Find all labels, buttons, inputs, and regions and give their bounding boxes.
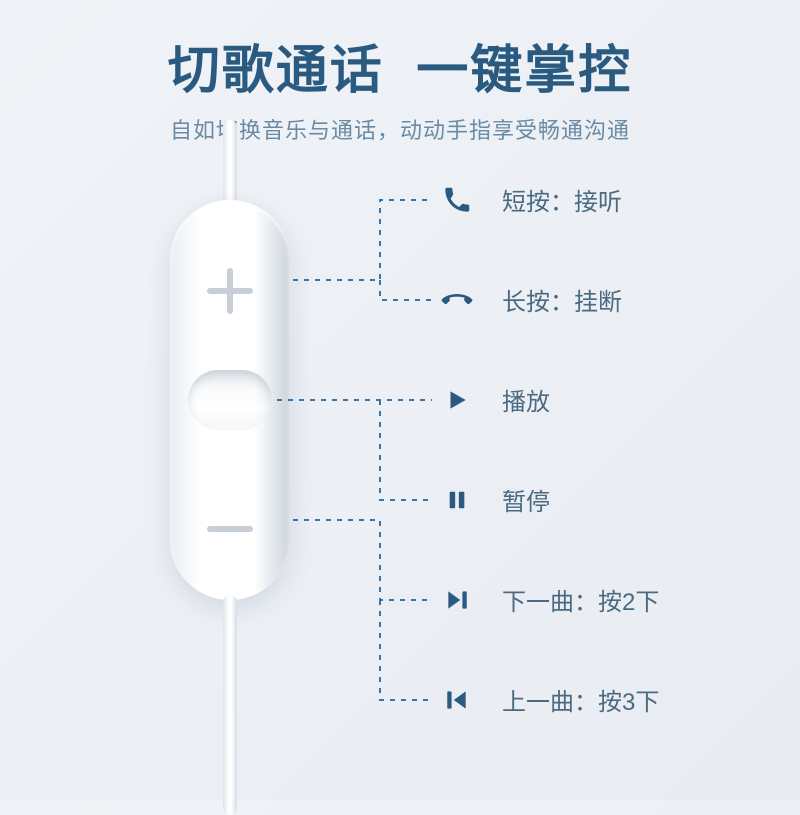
action-label: 下一曲：按2下 (502, 582, 659, 617)
action-label: 上一曲：按3下 (502, 682, 659, 717)
action-pause: 暂停 (440, 482, 550, 517)
action-answer: 短按：接听 (440, 182, 622, 217)
cable-top (223, 120, 237, 210)
action-hangup: 长按：挂断 (440, 282, 622, 317)
action-play: 播放 (440, 382, 550, 417)
volume-down-icon (207, 526, 253, 532)
remote-body (170, 200, 290, 600)
action-label: 短按：接听 (502, 182, 622, 217)
action-label: 暂停 (502, 482, 550, 517)
next-track-icon (440, 583, 474, 617)
title-part-2: 一键掌控 (416, 42, 632, 100)
action-label: 长按：挂断 (502, 282, 622, 317)
cable-bottom (223, 595, 237, 815)
action-label: 播放 (502, 382, 550, 417)
pause-icon (440, 483, 474, 517)
center-button (188, 370, 272, 430)
title-part-1: 切歌通话 (168, 42, 384, 100)
play-icon (440, 383, 474, 417)
prev-track-icon (440, 683, 474, 717)
phone-hangup-icon (440, 283, 474, 317)
phone-pickup-icon (440, 183, 474, 217)
action-prev: 上一曲：按3下 (440, 682, 659, 717)
subtitle: 自如切换音乐与通话，动动手指享受畅通沟通 (0, 113, 800, 145)
action-next: 下一曲：按2下 (440, 582, 659, 617)
volume-up-icon (207, 268, 253, 314)
remote-control (170, 200, 290, 760)
